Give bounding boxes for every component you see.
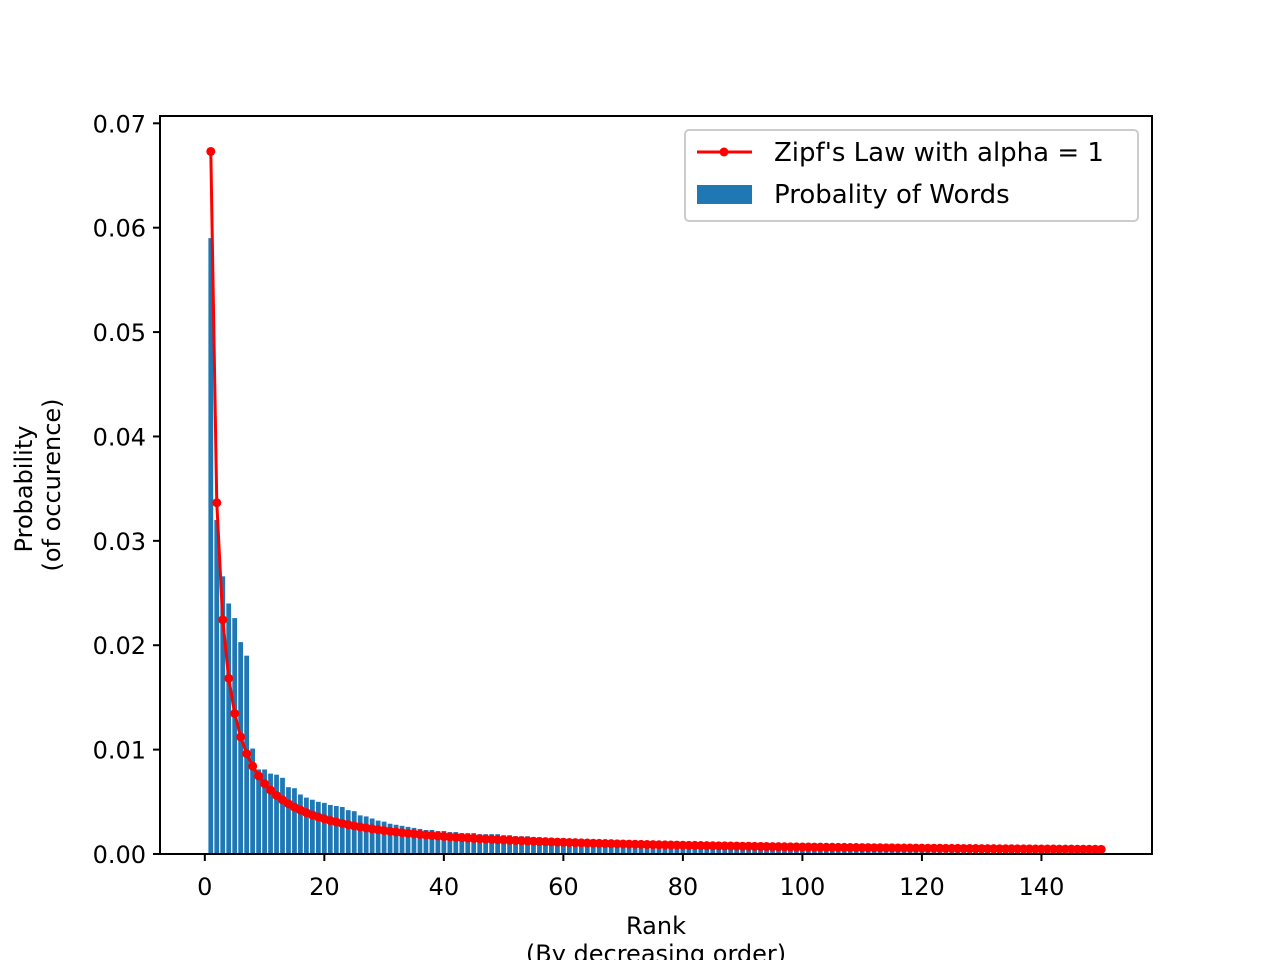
bar xyxy=(453,832,459,854)
zipf-point xyxy=(218,615,228,625)
x-tick-label: 40 xyxy=(429,873,460,901)
bar xyxy=(256,769,261,854)
zipf-line xyxy=(209,151,1102,851)
bar xyxy=(327,804,333,854)
bar xyxy=(363,816,369,854)
bar xyxy=(280,777,285,854)
zipf-point xyxy=(206,146,216,156)
x-tick-label: 20 xyxy=(309,873,340,901)
y-tick-label: 0.01 xyxy=(93,737,146,765)
y-tick-label: 0.05 xyxy=(93,319,146,347)
bar xyxy=(220,576,226,854)
x-axis-sublabel: (By decreasing order) xyxy=(526,940,786,960)
y-axis-label: Probability xyxy=(10,426,38,553)
bar xyxy=(357,815,363,854)
bar xyxy=(298,794,303,854)
bar xyxy=(304,797,309,854)
bar xyxy=(459,833,465,854)
x-tick-label: 60 xyxy=(548,873,579,901)
legend: Zipf's Law with alpha = 1 Probality of W… xyxy=(684,129,1139,222)
y-tick-label: 0.07 xyxy=(93,110,146,138)
legend-label-zipf: Zipf's Law with alpha = 1 xyxy=(774,138,1104,168)
bar xyxy=(513,836,518,854)
bar xyxy=(405,826,411,854)
bar xyxy=(232,618,238,854)
zipf-point xyxy=(248,761,258,771)
legend-box xyxy=(684,129,1139,222)
bar xyxy=(262,769,267,854)
x-tick-label: 0 xyxy=(197,873,212,901)
bar xyxy=(489,834,495,854)
bar xyxy=(268,773,273,854)
plot-frame xyxy=(159,115,1153,855)
zipf-point xyxy=(230,709,240,718)
bar xyxy=(369,818,375,854)
x-axis: 0 20 40 60 80 100 120 140 xyxy=(197,854,1064,901)
bar xyxy=(351,811,357,854)
bar xyxy=(286,787,291,854)
bar xyxy=(447,832,453,854)
bar xyxy=(417,828,423,854)
bar xyxy=(387,823,393,854)
bar xyxy=(483,834,489,854)
bar xyxy=(226,603,232,854)
bar xyxy=(238,642,244,854)
bar xyxy=(310,799,315,854)
y-tick-label: 0.03 xyxy=(93,528,146,556)
zipf-point xyxy=(266,785,276,795)
zipf-line-series xyxy=(206,146,1106,854)
zipf-point xyxy=(254,771,264,781)
zipf-point xyxy=(212,498,222,508)
x-tick-label: 100 xyxy=(780,873,826,901)
legend-marker-swatch xyxy=(719,147,729,157)
zipf-point xyxy=(260,779,270,789)
x-tick-label: 120 xyxy=(899,873,945,901)
bar xyxy=(315,801,321,854)
bar xyxy=(214,519,220,854)
bar xyxy=(292,788,297,854)
y-tick-label: 0.02 xyxy=(93,632,146,660)
zipf-point xyxy=(242,749,252,759)
bar xyxy=(465,833,471,854)
zipf-point xyxy=(236,732,246,742)
bar xyxy=(399,825,405,854)
bar xyxy=(321,802,327,854)
zipf-point xyxy=(224,673,234,683)
bar xyxy=(250,748,256,854)
bar xyxy=(381,821,387,854)
bar xyxy=(345,810,351,854)
y-tick-label: 0.04 xyxy=(93,423,146,451)
bar xyxy=(208,238,214,854)
zipf-point xyxy=(1096,844,1106,854)
bar xyxy=(375,820,381,854)
x-tick-label: 80 xyxy=(668,873,699,901)
x-tick-label: 140 xyxy=(1019,873,1065,901)
bar xyxy=(393,824,399,854)
bar xyxy=(333,805,339,854)
legend-bar-swatch xyxy=(697,185,752,204)
y-axis: 0.00 0.01 0.02 0.03 0.04 0.05 0.06 0.07 xyxy=(93,110,160,869)
bar xyxy=(441,831,447,854)
bar xyxy=(423,829,429,854)
bar xyxy=(339,807,345,854)
bar xyxy=(501,835,506,854)
y-tick-label: 0.06 xyxy=(93,215,146,243)
legend-label-words: Probality of Words xyxy=(774,180,1010,210)
x-axis-label: Rank xyxy=(626,912,686,940)
y-tick-label: 0.00 xyxy=(93,841,146,869)
bar xyxy=(477,834,483,854)
bar xyxy=(429,829,435,854)
y-axis-sublabel: (of occurence) xyxy=(38,398,66,571)
bar xyxy=(471,833,477,854)
bar xyxy=(411,827,417,854)
bar xyxy=(435,831,441,854)
bar-series xyxy=(208,238,1104,854)
bar xyxy=(274,774,279,854)
